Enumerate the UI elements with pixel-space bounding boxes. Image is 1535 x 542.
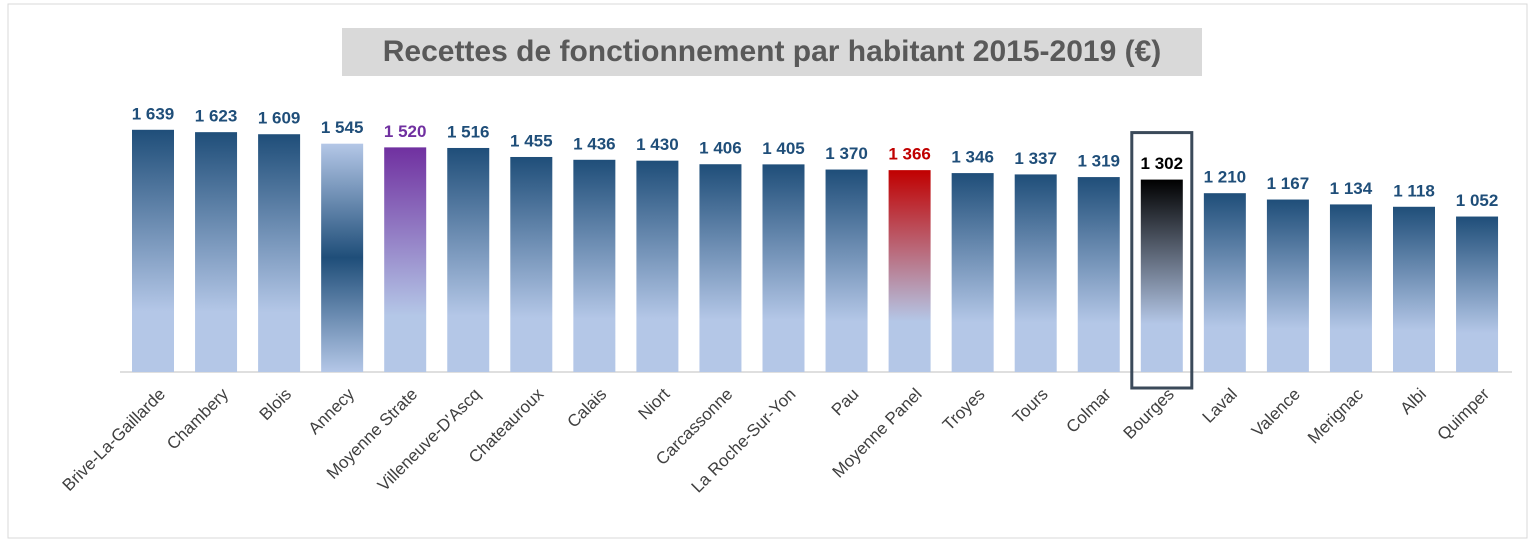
bar <box>1014 174 1057 372</box>
value-label: 1 405 <box>762 139 805 158</box>
bar <box>258 134 301 372</box>
bar <box>1393 206 1435 372</box>
x-tick-label: Annecy <box>305 384 359 438</box>
bar <box>1203 193 1246 372</box>
value-label: 1 455 <box>510 131 553 150</box>
bar <box>1077 177 1120 372</box>
value-label: 1 319 <box>1077 152 1120 171</box>
value-label: 1 520 <box>384 122 427 141</box>
chart-border <box>7 3 1528 539</box>
title-box <box>342 28 1202 76</box>
x-tick-label: La Roche-Sur-Yon <box>688 385 800 497</box>
value-label: 1 516 <box>447 122 490 141</box>
value-label: 1 210 <box>1204 168 1247 187</box>
value-label: 1 430 <box>636 135 679 154</box>
value-label: 1 436 <box>573 134 616 153</box>
x-tick-label: Brive-La-Gaillarde <box>59 385 169 495</box>
bar <box>384 147 427 372</box>
bar <box>447 147 490 372</box>
x-tick-label: Chambery <box>163 384 232 453</box>
x-tick-label: Calais <box>564 385 611 432</box>
bar <box>573 159 616 372</box>
highlight-box <box>1130 131 1194 390</box>
chart-title: Recettes de fonctionnement par habitant … <box>383 35 1162 68</box>
value-label: 1 302 <box>1141 154 1184 173</box>
value-label: 1 366 <box>888 145 931 164</box>
bar <box>1140 179 1183 372</box>
value-label: 1 118 <box>1393 181 1435 200</box>
x-tick-label: Merignac <box>1304 384 1367 447</box>
bar <box>510 156 553 372</box>
x-tick-label: Albi <box>1397 385 1430 418</box>
value-label: 1 545 <box>321 118 364 137</box>
value-label: 1 167 <box>1267 174 1310 193</box>
bar <box>762 164 805 372</box>
x-tick-label: Blois <box>256 385 295 424</box>
bar <box>1456 216 1499 372</box>
value-label: 1 609 <box>258 109 301 128</box>
value-label: 1 623 <box>195 107 238 126</box>
value-label: 1 134 <box>1330 179 1373 198</box>
value-label: 1 406 <box>699 139 742 158</box>
bar <box>1329 204 1372 372</box>
bar <box>951 173 994 372</box>
value-label: 1 337 <box>1014 149 1057 168</box>
x-tick-label: Colmar <box>1063 384 1115 436</box>
bar <box>1266 199 1309 372</box>
value-label: 1 346 <box>951 148 994 167</box>
bar <box>132 129 174 372</box>
value-label: 1 639 <box>132 104 175 123</box>
bar <box>888 170 931 372</box>
x-tick-label: Bourges <box>1120 385 1178 443</box>
bar <box>195 132 238 372</box>
x-tick-label: Quimper <box>1434 384 1494 444</box>
x-tick-label: Pau <box>828 385 863 420</box>
value-label: 1 052 <box>1456 191 1499 210</box>
x-tick-label: Laval <box>1199 385 1241 427</box>
x-tick-label: Valence <box>1248 385 1304 441</box>
value-label: 1 370 <box>825 144 868 163</box>
x-tick-label: Niort <box>635 384 674 423</box>
x-tick-label: Troyes <box>939 385 989 435</box>
x-tick-label: Tours <box>1009 385 1052 428</box>
bar <box>321 143 364 372</box>
bar <box>699 164 742 372</box>
bar <box>825 169 868 372</box>
bar <box>636 160 679 372</box>
